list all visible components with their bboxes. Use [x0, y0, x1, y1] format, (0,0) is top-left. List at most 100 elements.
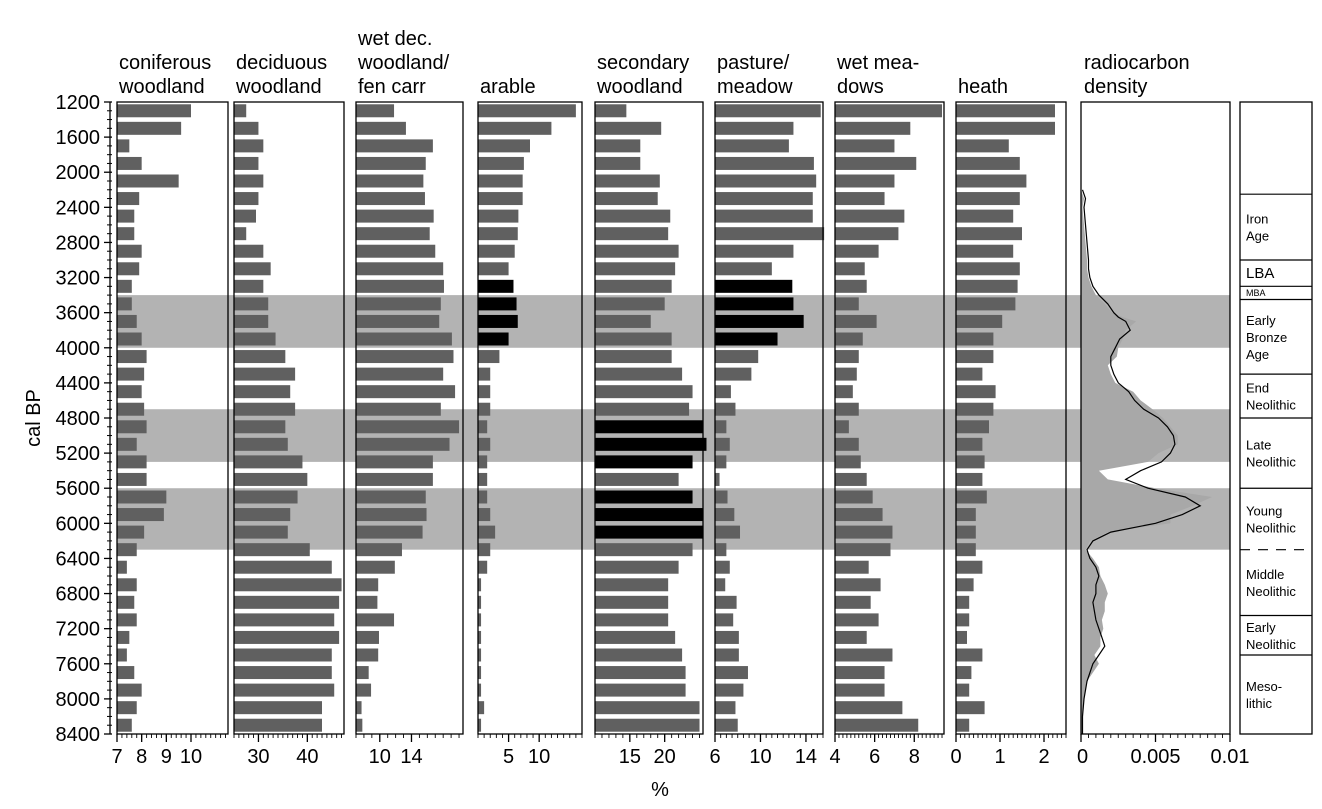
bar-1-28 — [234, 595, 340, 609]
shaded-band-1 — [117, 409, 1230, 462]
bar-7-31 — [956, 648, 983, 662]
period-label: Neolithic — [1246, 455, 1296, 470]
bar-4-0 — [595, 104, 627, 118]
bar-0-31 — [117, 648, 127, 662]
bar-0-23 — [117, 508, 164, 522]
bar-0-18 — [117, 420, 147, 434]
y-tick-label: 8000 — [56, 689, 101, 711]
bar-7-28 — [956, 595, 970, 609]
bar-4-21 — [595, 472, 679, 486]
x-tick-label: 14 — [400, 746, 422, 768]
panel-header: meadow — [717, 76, 793, 98]
bar-5-28 — [715, 595, 737, 609]
bar-3-21 — [478, 472, 488, 486]
y-tick-label: 1200 — [56, 92, 101, 114]
bar-6-0 — [835, 104, 943, 118]
bar-2-3 — [356, 156, 426, 170]
bar-5-18 — [715, 420, 727, 434]
bar-2-9 — [356, 262, 444, 276]
x-tick-label: 0 — [950, 746, 961, 768]
bar-2-15 — [356, 367, 444, 381]
bar-6-19 — [835, 437, 859, 451]
x-tick-label: 10 — [180, 746, 202, 768]
period-label: Young — [1246, 503, 1282, 518]
bar-6-31 — [835, 648, 893, 662]
bar-2-32 — [356, 666, 369, 680]
y-tick-label: 1600 — [56, 127, 101, 149]
bar-1-5 — [234, 192, 259, 206]
panel-frame — [355, 101, 464, 735]
bar-5-10 — [715, 279, 793, 293]
bar-7-23 — [956, 508, 976, 522]
panel-header: secondary — [597, 52, 689, 74]
bar-7-33 — [956, 683, 970, 697]
bar-2-6 — [356, 209, 434, 223]
bar-3-5 — [478, 192, 523, 206]
x-tick-label: 0 — [1077, 746, 1088, 768]
y-tick-label: 4000 — [56, 338, 101, 360]
panel-frame — [834, 101, 945, 735]
bar-4-19 — [595, 437, 707, 451]
bar-2-17 — [356, 402, 441, 416]
bar-4-14 — [595, 350, 672, 364]
bar-4-29 — [595, 613, 669, 627]
y-axis-title: cal BP — [23, 389, 45, 447]
bar-2-34 — [356, 701, 362, 715]
bar-7-12 — [956, 314, 1003, 328]
bar-6-28 — [835, 595, 871, 609]
bar-6-30 — [835, 630, 867, 644]
bar-6-16 — [835, 385, 853, 399]
bar-6-33 — [835, 683, 885, 697]
bar-2-19 — [356, 437, 450, 451]
bar-0-34 — [117, 701, 137, 715]
bar-7-3 — [956, 156, 1020, 170]
bar-7-26 — [956, 560, 983, 574]
bar-5-32 — [715, 666, 748, 680]
bar-6-20 — [835, 455, 861, 469]
bar-0-19 — [117, 437, 137, 451]
bar-1-20 — [234, 455, 303, 469]
bar-7-5 — [956, 192, 1020, 206]
y-tick-label: 3200 — [56, 268, 101, 290]
bar-7-27 — [956, 578, 974, 592]
period-label: Early — [1246, 620, 1276, 635]
y-tick-label: 3600 — [56, 303, 101, 325]
bar-5-9 — [715, 262, 772, 276]
bar-4-16 — [595, 385, 693, 399]
bar-0-26 — [117, 560, 127, 574]
bar-3-22 — [478, 490, 488, 504]
bar-7-18 — [956, 420, 989, 434]
bar-2-24 — [356, 525, 423, 539]
bar-7-32 — [956, 666, 972, 680]
bar-5-22 — [715, 490, 728, 504]
bar-0-22 — [117, 490, 167, 504]
y-tick-label: 8400 — [56, 724, 101, 746]
bar-0-20 — [117, 455, 147, 469]
bar-2-22 — [356, 490, 426, 504]
y-tick-label: 6400 — [56, 548, 101, 570]
bar-2-7 — [356, 227, 430, 241]
panel-header: fen carr — [358, 76, 426, 98]
panel-header: dows — [837, 76, 884, 98]
bar-4-30 — [595, 630, 676, 644]
bar-1-23 — [234, 508, 291, 522]
bar-5-30 — [715, 630, 739, 644]
bar-0-16 — [117, 385, 142, 399]
bar-7-35 — [956, 718, 970, 732]
bar-2-1 — [356, 121, 406, 135]
bar-3-31 — [478, 648, 482, 662]
bar-6-21 — [835, 472, 867, 486]
bar-7-21 — [956, 472, 983, 486]
bar-7-6 — [956, 209, 1014, 223]
bar-6-27 — [835, 578, 881, 592]
bar-1-34 — [234, 701, 322, 715]
y-tick-label: 6000 — [56, 513, 101, 535]
y-tick-label: 4400 — [56, 373, 101, 395]
bar-7-11 — [956, 297, 1016, 311]
bar-3-7 — [478, 227, 518, 241]
bar-6-5 — [835, 192, 885, 206]
bar-4-6 — [595, 209, 671, 223]
bar-5-1 — [715, 121, 794, 135]
bar-0-24 — [117, 525, 145, 539]
bar-2-16 — [356, 385, 456, 399]
